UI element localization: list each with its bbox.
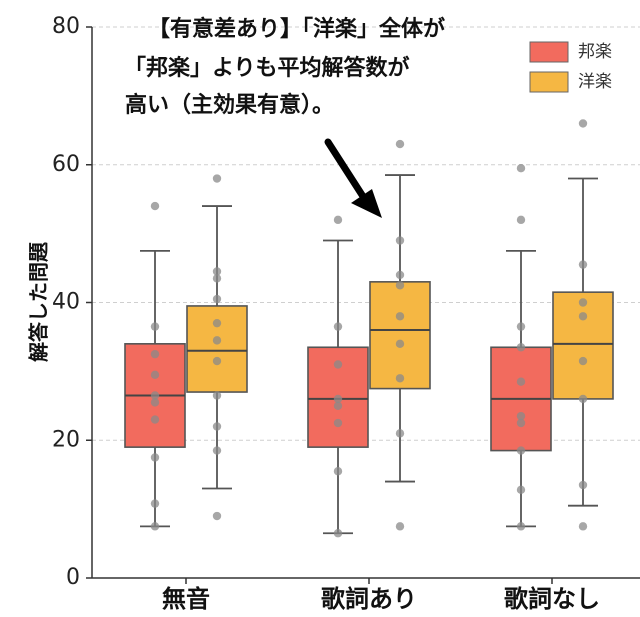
box-1-0 — [307, 215, 369, 538]
data-point — [150, 398, 160, 407]
box-iqr — [552, 291, 614, 400]
data-point — [212, 274, 222, 283]
box-iqr — [186, 305, 248, 393]
data-point — [395, 270, 405, 280]
annotation-arrow-shaft — [324, 138, 368, 202]
data-point — [150, 201, 160, 211]
data-point — [333, 394, 343, 404]
legend-swatch — [529, 41, 569, 63]
data-point — [150, 349, 160, 359]
data-point — [516, 322, 526, 331]
data-point — [578, 522, 588, 531]
data-point — [333, 467, 343, 476]
category-label: 無音 — [162, 585, 210, 613]
y-tick-label: 20 — [52, 427, 80, 452]
data-point — [516, 522, 526, 531]
data-point — [516, 485, 526, 495]
data-point — [516, 377, 526, 386]
data-point — [212, 511, 222, 521]
box-iqr — [369, 281, 431, 390]
data-point — [150, 370, 160, 380]
y-axis-title: 解答した問題 — [27, 241, 51, 362]
data-point — [578, 480, 588, 490]
data-point — [150, 322, 160, 331]
data-point — [212, 267, 222, 276]
box-0-1 — [186, 174, 248, 521]
data-point — [578, 260, 588, 269]
y-tick-label: 60 — [52, 152, 80, 177]
data-point — [333, 360, 343, 369]
data-point — [150, 499, 160, 508]
category-label: 歌詞あり — [321, 585, 417, 613]
data-point — [395, 281, 405, 290]
annotation-arrow-head — [351, 189, 382, 218]
data-point — [578, 312, 588, 321]
data-point — [333, 322, 343, 331]
box-1-1 — [369, 139, 431, 531]
data-point — [150, 415, 160, 424]
data-point — [516, 446, 526, 455]
category-labels: 無音 歌詞あり 歌詞なし — [162, 585, 600, 613]
box-2-0 — [490, 163, 552, 531]
data-point — [578, 394, 588, 404]
box-0-0 — [124, 201, 186, 531]
data-point — [578, 119, 588, 128]
legend-label: 洋楽 — [578, 72, 612, 92]
data-point — [212, 446, 222, 455]
data-point — [333, 529, 343, 538]
data-point — [212, 391, 222, 400]
data-point — [212, 422, 222, 431]
data-point — [516, 411, 526, 421]
y-tick-label: 40 — [52, 290, 80, 315]
category-label: 歌詞なし — [504, 585, 600, 613]
legend-swatch — [529, 71, 569, 93]
box-2-1 — [552, 119, 614, 531]
data-point — [516, 163, 526, 173]
boxes — [124, 119, 614, 538]
axes: 0 20 40 60 80 — [52, 14, 640, 590]
data-point — [212, 294, 222, 304]
data-point — [212, 356, 222, 366]
data-point — [395, 374, 405, 383]
data-point — [212, 336, 222, 345]
annotation-line: 【有意差あり】「洋楽」全体が — [148, 16, 445, 42]
data-point — [516, 343, 526, 352]
data-point — [516, 418, 526, 428]
data-point — [395, 522, 405, 531]
data-point — [395, 139, 405, 149]
annotation-line: 「邦楽」よりも平均解答数が — [124, 55, 410, 81]
data-point — [516, 215, 526, 225]
data-point — [333, 401, 343, 411]
data-point — [395, 429, 405, 438]
data-point — [333, 215, 343, 225]
data-point — [212, 318, 222, 328]
data-point — [578, 298, 588, 307]
data-point — [212, 174, 222, 183]
legend-label: 邦楽 — [578, 42, 612, 62]
y-tick-label: 80 — [52, 14, 80, 39]
data-point — [395, 312, 405, 321]
data-point — [395, 339, 405, 349]
data-point — [150, 522, 160, 531]
data-point — [333, 418, 343, 428]
data-point — [150, 391, 160, 400]
data-point — [150, 453, 160, 462]
annotation-line: 高い（主効果有意）。 — [125, 92, 334, 118]
y-tick-label: 0 — [66, 565, 80, 590]
data-point — [395, 236, 405, 245]
data-point — [578, 356, 588, 366]
